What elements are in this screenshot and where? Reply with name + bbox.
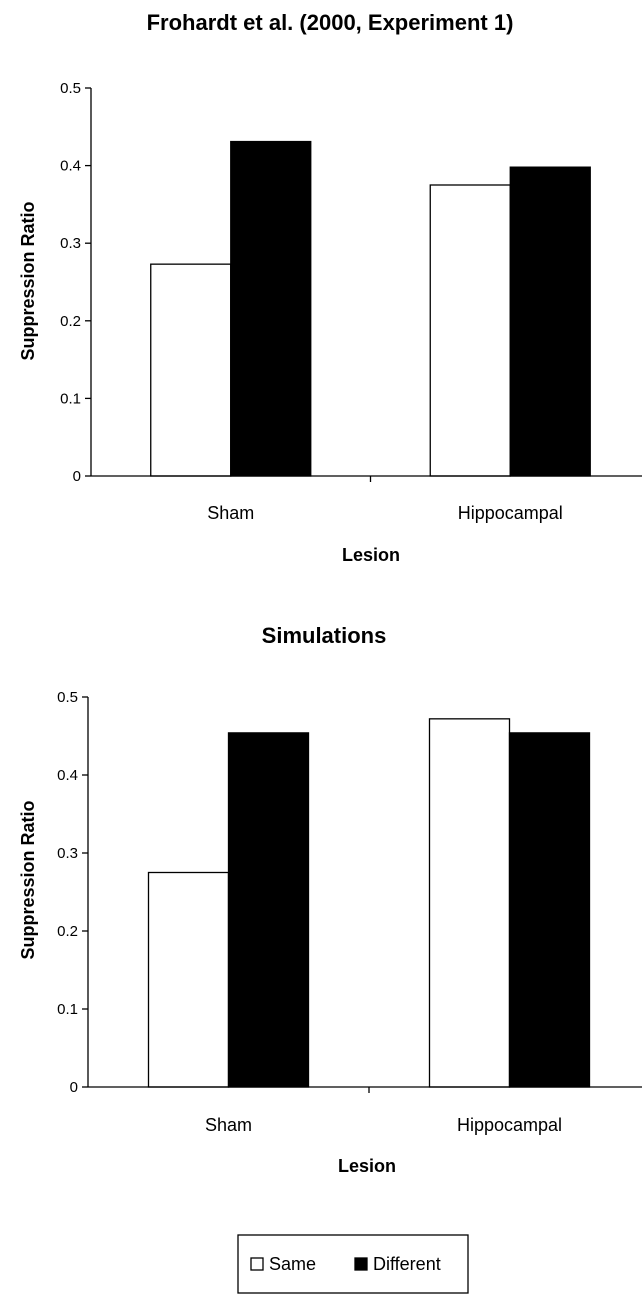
y-axis-title: Suppression Ratio [18, 800, 38, 959]
x-axis-title: Lesion [338, 1156, 396, 1176]
y-tick-label: 0.1 [60, 390, 81, 407]
chart-simulations: Simulations Suppression Ratio Lesion 0 0.… [18, 623, 642, 1176]
bar-sham-different [227, 732, 310, 1088]
legend: Same Different [237, 1234, 469, 1294]
y-tick-label: 0.5 [57, 689, 78, 706]
y-tick-label: 0.3 [57, 845, 78, 862]
x-category-label: Sham [207, 503, 254, 523]
x-axis-title: Lesion [342, 545, 400, 565]
y-tick-label: 0.2 [60, 313, 81, 330]
legend-swatch-same [250, 1257, 264, 1271]
chart-title: Simulations [262, 623, 387, 648]
y-tick-label: 0.1 [57, 1001, 78, 1018]
chart-experiment: Frohardt et al. (2000, Experiment 1) Sup… [18, 10, 642, 565]
legend-label-different: Different [373, 1254, 441, 1274]
bar-sham-same [147, 871, 230, 1088]
legend-swatch-different [354, 1257, 368, 1271]
y-axis-title: Suppression Ratio [18, 201, 38, 360]
bar-hippocampal-same [429, 184, 511, 477]
y-tick-label: 0 [70, 1079, 78, 1096]
chart-title: Frohardt et al. (2000, Experiment 1) [147, 10, 514, 35]
y-tick-label: 0.3 [60, 235, 81, 252]
legend-box [237, 1234, 469, 1294]
bar-hippocampal-different [509, 166, 591, 477]
y-tick-label: 0.5 [60, 80, 81, 97]
y-tick-label: 0.2 [57, 923, 78, 940]
x-category-label: Sham [205, 1115, 252, 1135]
y-tick-label: 0 [73, 468, 81, 485]
y-tick-label: 0.4 [60, 158, 81, 175]
bar-sham-same [150, 263, 232, 477]
legend-label-same: Same [269, 1254, 316, 1274]
bar-hippocampal-same [428, 718, 511, 1088]
bar-hippocampal-different [508, 732, 591, 1088]
x-category-label: Hippocampal [458, 503, 563, 523]
x-category-label: Hippocampal [457, 1115, 562, 1135]
bar-sham-different [230, 140, 312, 477]
y-tick-label: 0.4 [57, 767, 78, 784]
